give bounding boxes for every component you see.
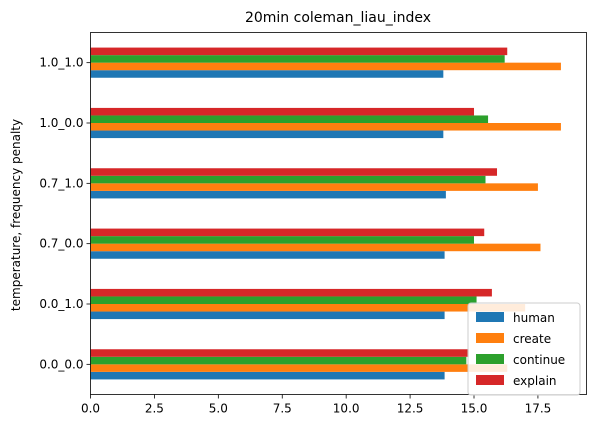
x-axis: 0.0 2.5 5.0 7.5 10.0 12.5 15.0 17.5 <box>81 394 552 416</box>
legend-label-create: create <box>513 332 551 346</box>
bar-human-0.7_1.0 <box>90 190 446 199</box>
y-tick-label: 1.0_0.0 <box>39 116 83 130</box>
legend-swatch-human <box>476 312 504 322</box>
bar-human-0.0_0.0 <box>90 371 445 380</box>
bar-explain-0.0_0.0 <box>90 349 469 357</box>
legend: human create continue explain <box>467 302 581 396</box>
x-tick-label: 15.0 <box>461 402 488 416</box>
x-tick-label: 7.5 <box>273 402 292 416</box>
y-axis-label: temperature, frequency penalty <box>9 119 23 311</box>
legend-swatch-continue <box>476 354 504 364</box>
bar-create-1.0_1.0 <box>90 62 561 71</box>
bar-explain-1.0_0.0 <box>90 107 475 116</box>
x-tick-label: 17.5 <box>525 402 552 416</box>
bar-create-0.7_0.0 <box>90 243 541 252</box>
bar-create-0.7_1.0 <box>90 183 538 191</box>
y-tick-label: 1.0_1.0 <box>39 56 83 70</box>
plot-frame <box>90 32 587 395</box>
bar-create-0.0_1.0 <box>90 304 526 312</box>
bar-continue-0.0_0.0 <box>90 356 467 365</box>
x-tick-label: 10.0 <box>333 402 360 416</box>
y-axis: 0.0_0.0 0.0_1.0 0.7_0.0 0.7_1.0 1.0_0.0 1.0_1… <box>39 56 91 371</box>
bar-explain-0.7_1.0 <box>90 168 498 176</box>
bar-continue-0.7_1.0 <box>90 175 486 184</box>
bar-human-1.0_0.0 <box>90 130 444 139</box>
bar-create-0.0_0.0 <box>90 364 508 372</box>
legend-box <box>467 302 581 396</box>
legend-label-human: human <box>513 311 555 325</box>
legend-swatch-create <box>476 333 504 343</box>
legend-label-explain: explain <box>513 374 557 388</box>
x-tick-label: 12.5 <box>397 402 424 416</box>
bars-group <box>90 47 561 380</box>
bar-explain-0.7_0.0 <box>90 228 485 237</box>
bar-continue-0.7_0.0 <box>90 236 475 244</box>
legend-swatch-explain <box>476 375 504 385</box>
y-tick-label: 0.0_0.0 <box>39 357 83 371</box>
legend-label-continue: continue <box>513 353 565 367</box>
x-tick-label: 0.0 <box>81 402 100 416</box>
x-tick-label: 2.5 <box>145 402 164 416</box>
y-tick-label: 0.7_0.0 <box>39 237 83 251</box>
bar-continue-0.0_1.0 <box>90 296 477 304</box>
bar-explain-0.0_1.0 <box>90 288 492 297</box>
y-tick-label: 0.0_1.0 <box>39 297 83 311</box>
bar-continue-1.0_1.0 <box>90 55 505 63</box>
bar-human-0.7_0.0 <box>90 251 445 259</box>
bar-continue-1.0_0.0 <box>90 115 489 123</box>
y-tick-label: 0.7_1.0 <box>39 176 83 190</box>
x-tick-label: 5.0 <box>209 402 228 416</box>
bar-human-0.0_1.0 <box>90 311 445 320</box>
bar-create-1.0_0.0 <box>90 123 561 131</box>
bar-human-1.0_1.0 <box>90 70 444 78</box>
chart-title: 20min coleman_liau_index <box>245 10 431 26</box>
bar-explain-1.0_1.0 <box>90 47 508 56</box>
